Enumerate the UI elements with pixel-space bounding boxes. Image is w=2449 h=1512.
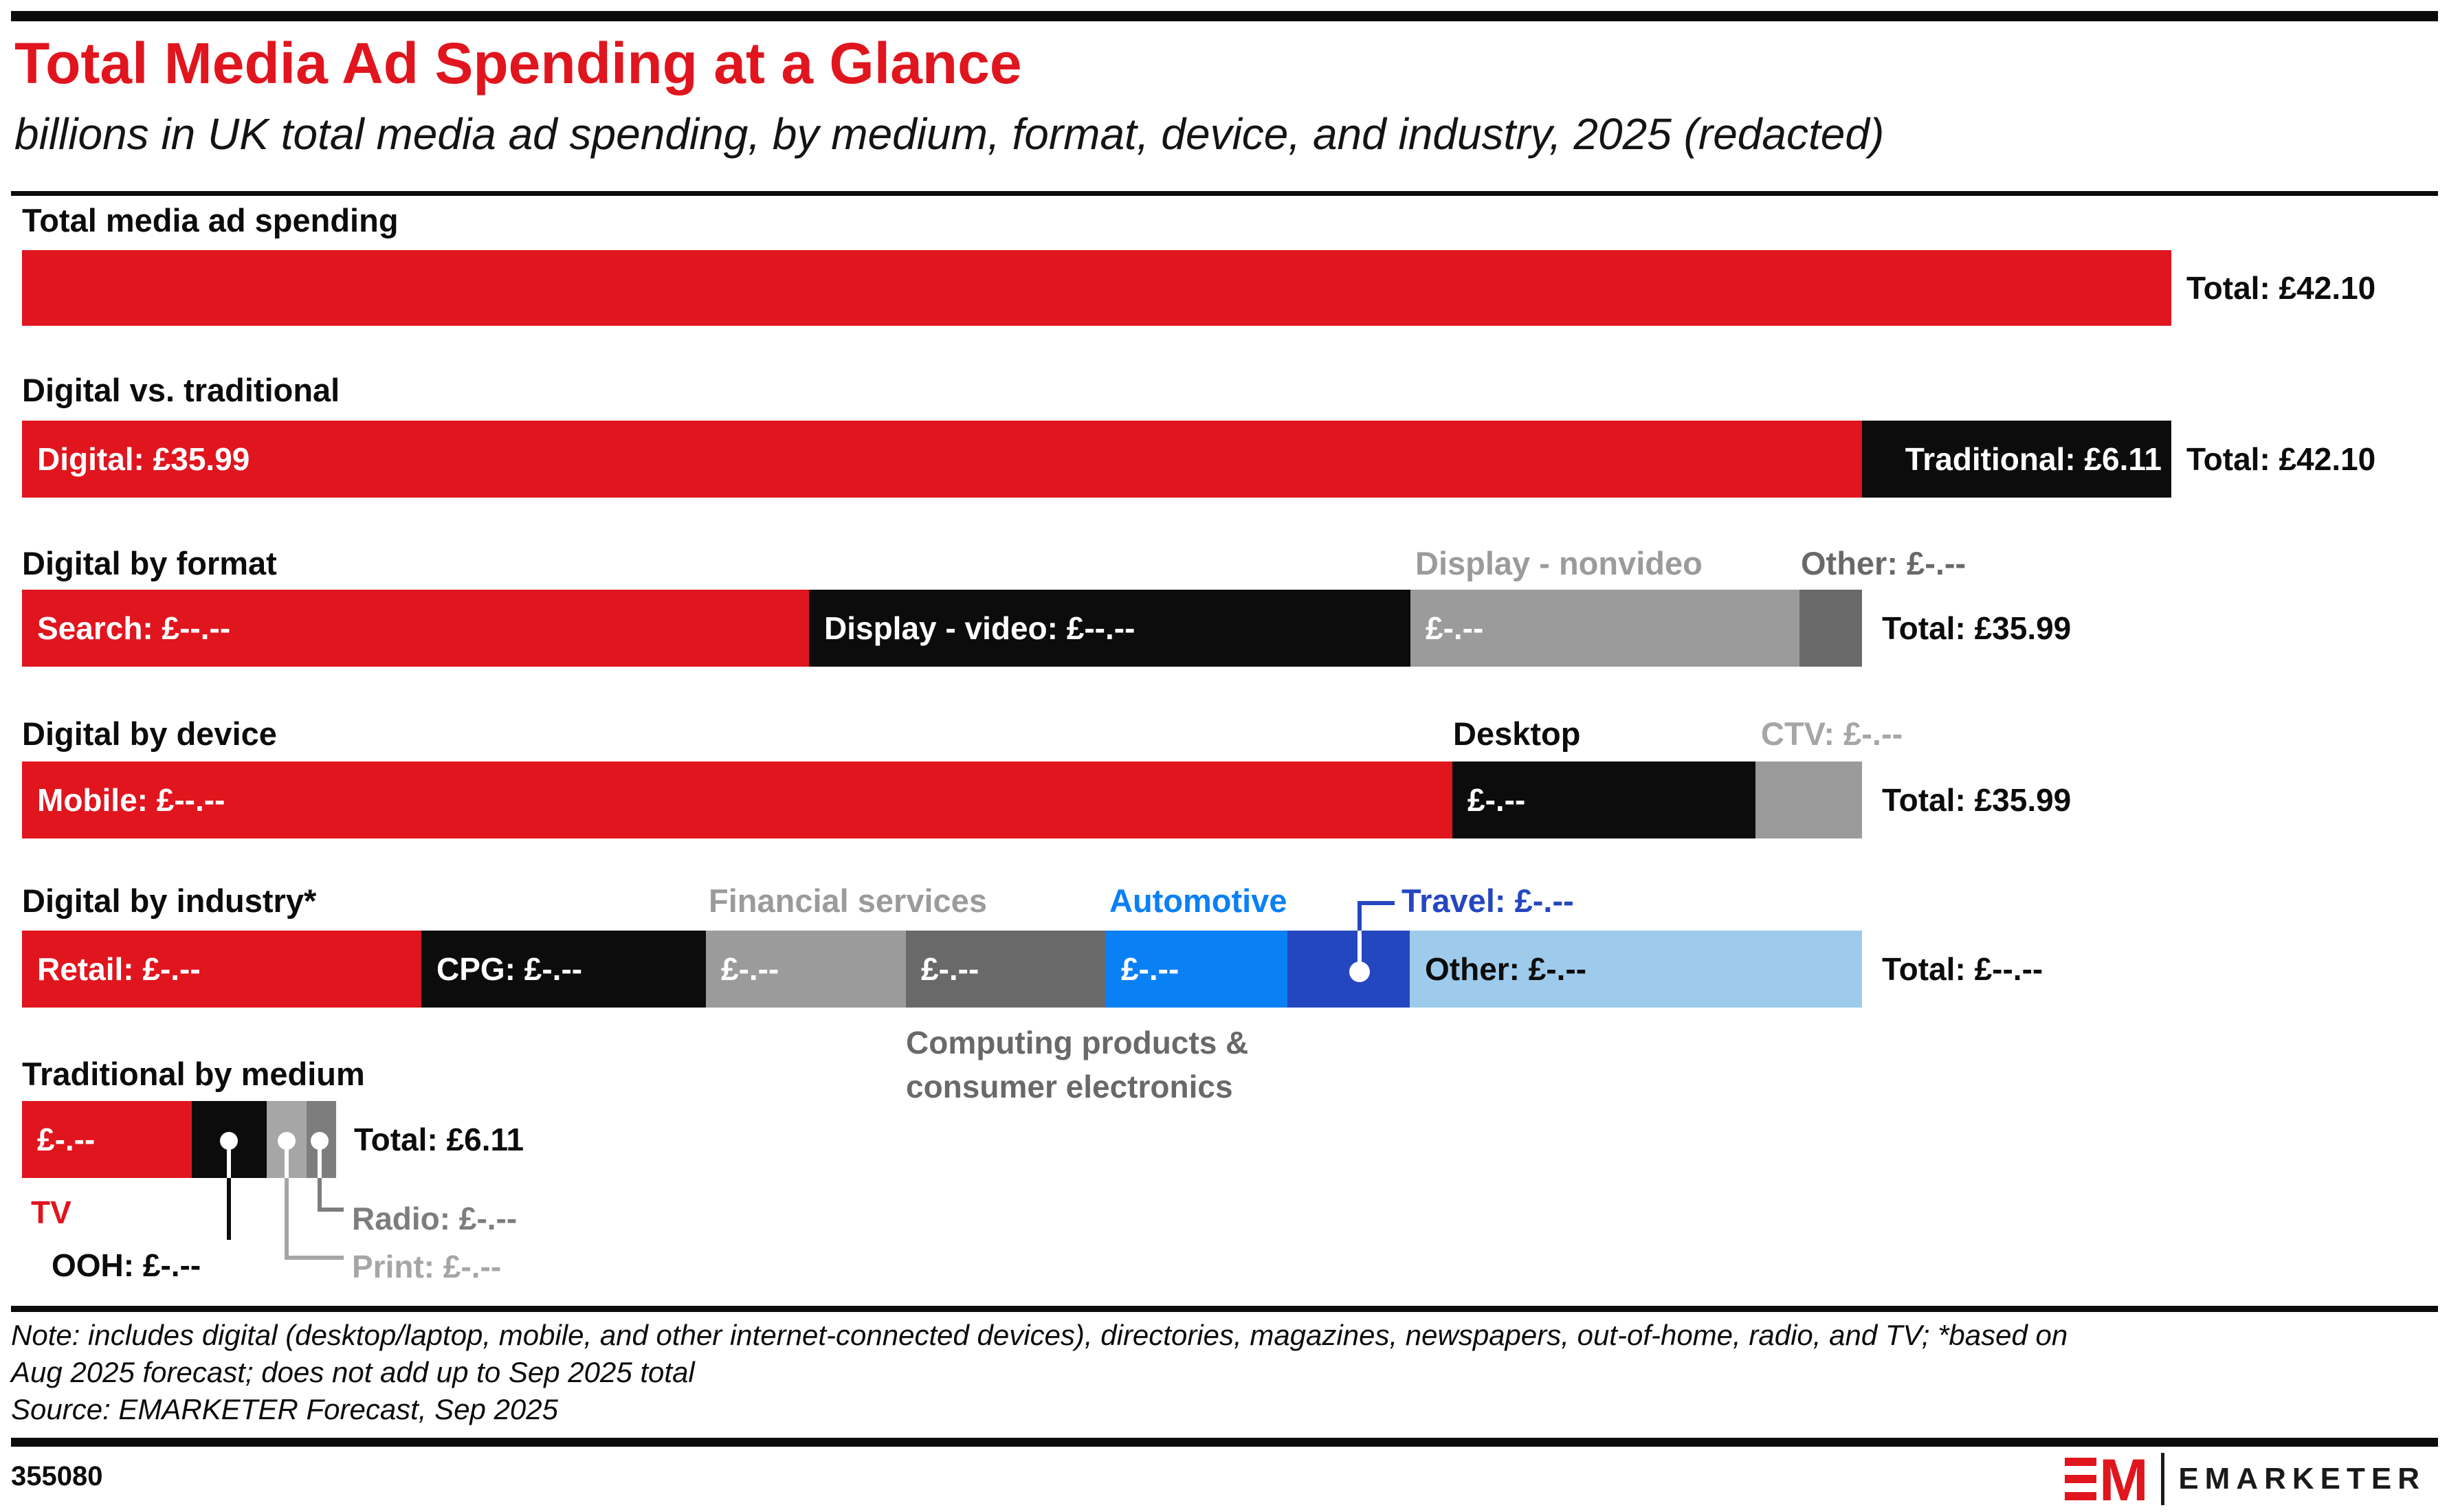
digital-by-device-segment-label-mobile: Mobile: £--.-- [37, 782, 225, 818]
travel-label: Travel: £-.-- [1401, 882, 1574, 919]
digital-by-format-segment-label-display-video: Display - video: £--.-- [824, 610, 1135, 646]
digital-by-industry-segment-label-cpg: CPG: £-.-- [436, 951, 583, 987]
digital-vs-traditional-segment-label-traditional: Traditional: £6.11 [1905, 441, 2162, 477]
digital-vs-traditional-total-label: Total: £42.10 [2186, 441, 2376, 477]
digital-by-format-segment-label-search: Search: £--.-- [37, 610, 231, 646]
section-header-digital-by-format: Digital by format [22, 545, 277, 581]
digital-vs-traditional-segment-digital: Digital: £35.99 [22, 421, 1862, 498]
digital-by-format-segment-label-display-nonvideo: £-.-- [1426, 610, 1484, 646]
ooh-connector [227, 1178, 231, 1240]
ooh-dot [220, 1132, 238, 1150]
print-connector-h [285, 1256, 344, 1260]
digital-by-industry-segment-label-other: Other: £-.-- [1425, 951, 1587, 987]
ctv-label: CTV: £-.-- [1761, 715, 1903, 752]
radio-dot-stem [318, 1141, 322, 1178]
travel-connector-elbow [1358, 901, 1395, 905]
section-header-digital-by-industry: Digital by industry* [22, 882, 317, 919]
travel-connector-stem [1358, 931, 1362, 970]
radio-connector-v [318, 1178, 322, 1212]
digital-by-industry-segment-label-retail: Retail: £-.-- [37, 951, 201, 987]
digital-by-device-segment-ctv [1755, 761, 1862, 838]
digital-by-device-segment-desktop: £-.-- [1452, 761, 1755, 838]
note-line-2: Aug 2025 forecast; does not add up to Se… [11, 1356, 695, 1388]
section-header-digital-vs-traditional: Digital vs. traditional [22, 372, 340, 408]
digital-by-industry-segment-label-financial-services: £-.-- [721, 951, 779, 987]
section-header-total-media-ad-spending: Total media ad spending [22, 202, 399, 238]
automotive-label: Automotive [1109, 882, 1287, 919]
chart-subtitle: billions in UK total media ad spending, … [14, 109, 1885, 159]
travel-dot [1349, 961, 1370, 982]
source-line: Source: EMARKETER Forecast, Sep 2025 [11, 1393, 559, 1425]
digital-by-industry-segment-label-computing-consumer-electronics: £-.-- [921, 951, 979, 987]
traditional-by-medium-segment-tv: £-.-- [22, 1101, 192, 1178]
brand-wordmark: EMARKETER [2178, 1462, 2426, 1496]
print-dot-stem [285, 1141, 289, 1178]
digital-vs-traditional-segment-label-digital: Digital: £35.99 [37, 441, 250, 477]
computing-label-line1: Computing products & [906, 1025, 1249, 1060]
digital-vs-traditional-segment-traditional: Traditional: £6.11 [1862, 421, 2171, 498]
print-connector-v [285, 1178, 289, 1260]
ooh-label: OOH: £-.-- [52, 1247, 201, 1283]
digital-by-industry-segment-label-automotive: £-.-- [1121, 951, 1179, 987]
digital-by-industry-segment-automotive: £-.-- [1106, 931, 1287, 1008]
tv-label: TV [31, 1194, 71, 1230]
radio-connector-h [318, 1208, 344, 1212]
traditional-by-medium-segment-label-tv: £-.-- [37, 1122, 96, 1157]
emarketer-logo: M EMARKETER [2065, 1452, 2426, 1507]
ooh-dot-stem [227, 1141, 231, 1178]
traditional-by-medium-total-label: Total: £6.11 [354, 1122, 524, 1157]
digital-by-format-total-label: Total: £35.99 [1882, 610, 2072, 646]
radio-dot [311, 1132, 329, 1150]
footer-rule [11, 1438, 2438, 1447]
digital-by-format-segment-display-video: Display - video: £--.-- [809, 590, 1410, 667]
digital-by-industry-segment-travel [1287, 931, 1410, 1008]
emarketer-logo-icon: M [2065, 1456, 2149, 1502]
travel-connector-line [1358, 901, 1362, 931]
digital-by-industry-total-label: Total: £--.-- [1882, 951, 2043, 987]
title-rule [11, 191, 2438, 196]
digital-by-format-segment-search: Search: £--.-- [22, 590, 809, 667]
chart-id: 355080 [11, 1461, 103, 1491]
desktop-label: Desktop [1453, 715, 1581, 752]
digital-by-device-segment-mobile: Mobile: £--.-- [22, 761, 1452, 838]
digital-by-industry-segment-retail: Retail: £-.-- [22, 931, 421, 1008]
section-header-traditional-by-medium: Traditional by medium [22, 1056, 365, 1092]
svg-text:M: M [2099, 1456, 2149, 1502]
top-rule [11, 11, 2438, 21]
digital-by-format-segment-other [1799, 590, 1862, 667]
total-media-ad-spending-segment-total [22, 250, 2171, 326]
digital-by-device-segment-label-desktop: £-.-- [1467, 782, 1526, 818]
display-nonvideo-label: Display - nonvideo [1415, 545, 1703, 581]
digital-by-device-total-label: Total: £35.99 [1882, 782, 2072, 818]
computing-label-line2: consumer electronics [906, 1069, 1233, 1104]
financial-services-label: Financial services [709, 882, 987, 919]
print-label: Print: £-.-- [352, 1249, 502, 1285]
other-format-label: Other: £-.-- [1801, 545, 1966, 581]
note-line-1: Note: includes digital (desktop/laptop, … [11, 1319, 2068, 1351]
radio-label: Radio: £-.-- [352, 1201, 518, 1236]
digital-by-format-segment-display-nonvideo: £-.-- [1410, 590, 1799, 667]
section-header-digital-by-device: Digital by device [22, 715, 277, 752]
digital-by-industry-segment-computing-consumer-electronics: £-.-- [906, 931, 1106, 1008]
chart-title: Total Media Ad Spending at a Glance [14, 31, 1022, 96]
digital-by-industry-segment-other: Other: £-.-- [1410, 931, 1862, 1008]
note-rule [11, 1306, 2438, 1312]
total-media-ad-spending-total-label: Total: £42.10 [2186, 270, 2376, 306]
logo-divider [2161, 1453, 2165, 1505]
digital-by-industry-segment-financial-services: £-.-- [706, 931, 906, 1008]
digital-by-industry-segment-cpg: CPG: £-.-- [421, 931, 706, 1008]
print-dot [278, 1132, 296, 1150]
